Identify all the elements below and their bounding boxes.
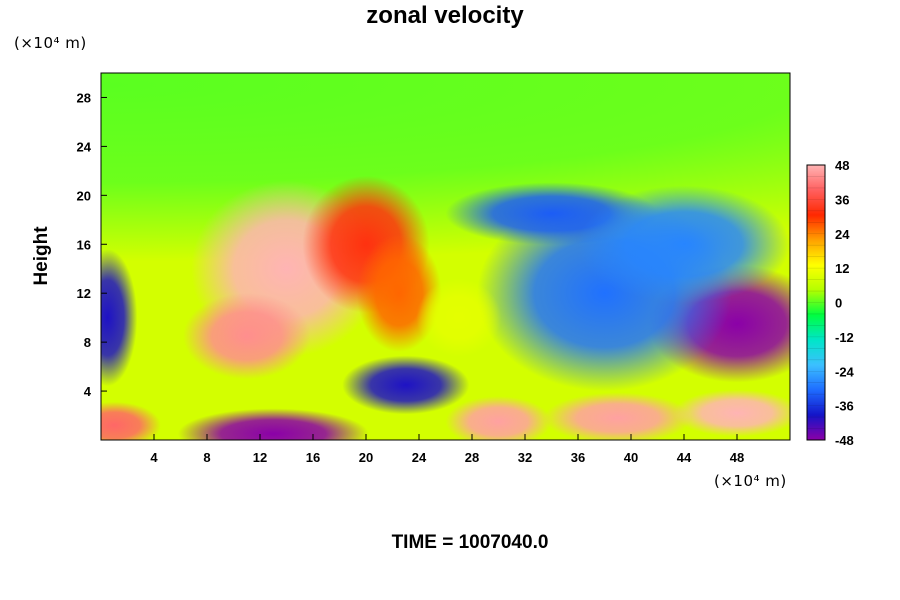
x-tick-label: 32 [518, 450, 532, 465]
time-label: TIME = 1007040.0 [391, 532, 549, 553]
colorbar-tick-label: -48 [835, 433, 854, 448]
colorbar: 48 36 24 12 0 -12 -24 -36 -48 [806, 158, 855, 448]
x-tick-label: 4 [150, 450, 158, 465]
y-tick-label: 28 [77, 90, 91, 105]
colorbar-tick-label: 48 [835, 158, 849, 173]
heatmap-region [673, 389, 790, 437]
heatmap-field [101, 73, 790, 440]
x-tick-label: 48 [730, 450, 744, 465]
x-tick-label: 44 [677, 450, 692, 465]
colorbar-tick-label: -36 [835, 399, 854, 414]
x-tick-label: 24 [412, 450, 427, 465]
y-tick-label: 20 [77, 188, 91, 203]
colorbar-scale [806, 164, 826, 441]
colorbar-tick-label: -12 [835, 330, 854, 345]
y-tick-label: 16 [77, 237, 91, 252]
x-axis-unit: (×10⁴ m) [714, 472, 787, 490]
y-tick-label: 24 [77, 139, 92, 154]
x-tick-label: 12 [253, 450, 267, 465]
colorbar-tick-label: 24 [835, 227, 850, 242]
chart-title: zonal velocity [366, 2, 524, 29]
x-tick-label: 8 [203, 450, 210, 465]
y-tick-label: 8 [84, 335, 91, 350]
x-axis: 4 8 12 16 20 24 28 32 36 40 44 48 [150, 434, 744, 465]
heatmap-region [578, 185, 790, 303]
heatmap-region [101, 401, 161, 440]
heatmap-region [183, 292, 311, 380]
heatmap-region [342, 355, 470, 415]
y-tick-label: 12 [77, 286, 91, 301]
x-tick-label: 20 [359, 450, 373, 465]
x-tick-label: 28 [465, 450, 479, 465]
heatmap-region [177, 408, 369, 440]
x-tick-label: 16 [306, 450, 320, 465]
x-tick-label: 36 [571, 450, 585, 465]
plot-frame [100, 72, 791, 441]
heatmap-region [543, 392, 692, 440]
heatmap-region [101, 249, 138, 387]
heatmap-region [445, 396, 552, 440]
x-tick-label: 40 [624, 450, 638, 465]
y-axis: 4 8 12 16 20 24 28 [77, 90, 107, 399]
y-tick-label: 4 [84, 384, 92, 399]
heatmap-region [416, 278, 502, 357]
colorbar-tick-label: 0 [835, 296, 842, 311]
y-axis-unit: (×10⁴ m) [14, 34, 87, 52]
colorbar-tick-label: -24 [835, 364, 855, 379]
colorbar-tick-label: 36 [835, 192, 849, 207]
colorbar-tick-label: 12 [835, 261, 849, 276]
